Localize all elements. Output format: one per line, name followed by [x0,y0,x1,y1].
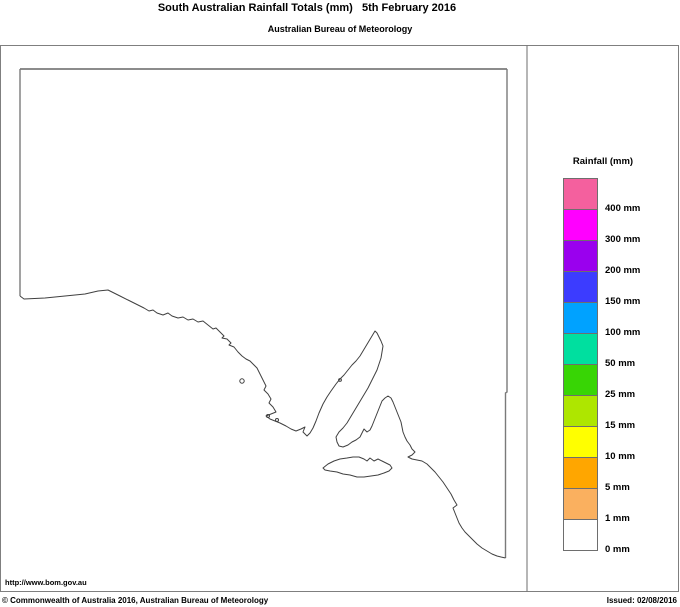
legend-tick-label: 15 mm [605,420,636,431]
legend-swatch-300mm [563,209,598,241]
legend-tick-label: 400 mm [605,203,641,214]
legend-swatch-1mm [563,488,598,520]
bom-url-label: http://www.bom.gov.au [5,578,87,587]
legend-swatch-25mm [563,364,598,396]
legend-title: Rainfall (mm) [572,156,634,167]
legend-tick-label: 150 mm [605,296,641,307]
legend-swatch-10mm [563,426,598,458]
island-west-coast-1 [266,414,270,418]
legend-swatch-50mm [563,333,598,365]
legend-swatch-0mm [563,519,598,551]
island-spencer-gulf [338,378,342,382]
coastline [19,289,506,559]
kangaroo-island [322,456,393,478]
legend-tick-label: 50 mm [605,358,636,369]
legend-swatch-200mm [563,240,598,272]
legend-swatch-5mm [563,457,598,489]
legend-tick-label: 5 mm [605,482,630,493]
page-title: South Australian Rainfall Totals (mm) 5t… [157,2,457,14]
issued-date: Issued: 02/08/2016 [606,596,677,605]
legend-swatch-400mm [563,178,598,210]
legend-tick-label: 200 mm [605,265,641,276]
island-west-coast-2 [275,418,279,422]
island-st-peter [239,378,245,384]
legend-swatches: 400 mm 300 mm 200 mm 150 mm 100 mm 50 mm 25 mm… [563,178,680,558]
legend-tick-label: 10 mm [605,451,636,462]
outer-frame [0,45,679,592]
legend-tick-label: 25 mm [605,389,636,400]
legend-swatch-150mm [563,271,598,303]
copyright-text: © Commonwealth of Australia 2016, Austra… [2,596,269,605]
legend-tick-label: 300 mm [605,234,641,245]
legend-swatch-100mm [563,302,598,334]
legend-tick-label: 1 mm [605,513,630,524]
legend-swatch-15mm [563,395,598,427]
legend-tick-label: 100 mm [605,327,641,338]
page-subtitle: Australian Bureau of Meteorology [267,24,413,34]
legend-tick-label: 0 mm [605,544,630,555]
state-border-east [504,69,508,558]
